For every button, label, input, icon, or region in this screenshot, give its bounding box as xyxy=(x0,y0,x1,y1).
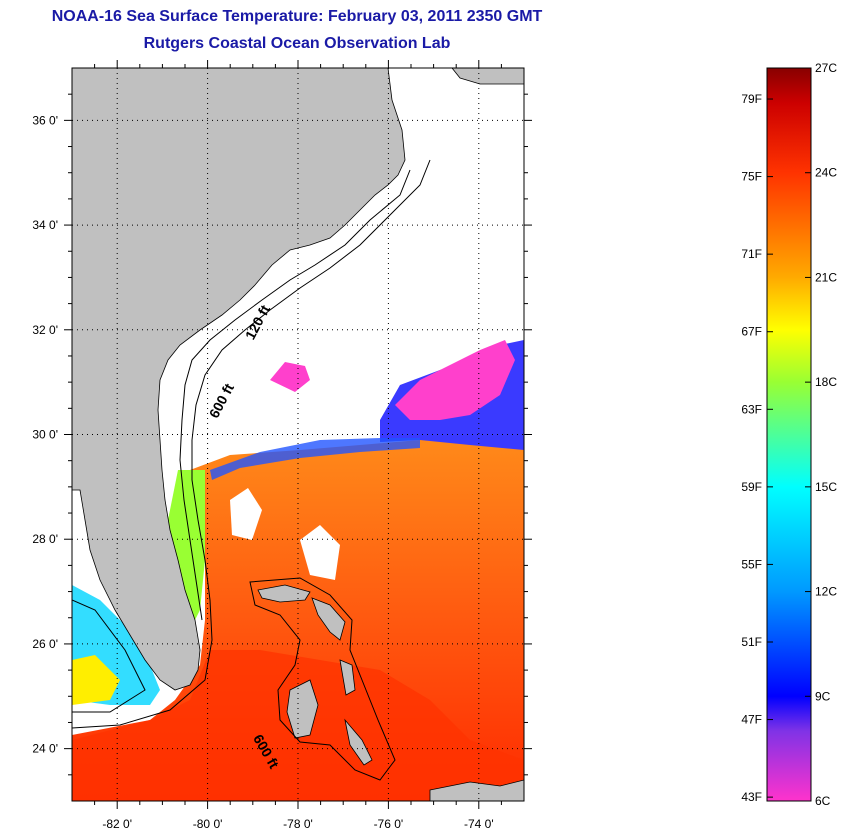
lon-label: -78 0' xyxy=(283,817,313,831)
sst-magenta-patch-2 xyxy=(270,362,310,392)
colorbar-fahrenheit-label: 79F xyxy=(741,92,762,106)
contour-florida-west xyxy=(72,599,146,713)
colorbar-fahrenheit-label: 47F xyxy=(741,713,762,727)
land-cuba-edge xyxy=(429,779,524,801)
land-eleuthera xyxy=(339,659,356,696)
lon-label: -80 0' xyxy=(193,817,223,831)
lon-label: -74 0' xyxy=(464,817,494,831)
map-subtitle: Rutgers Coastal Ocean Observation Lab xyxy=(143,35,451,52)
colorbar-fahrenheit-label: 71F xyxy=(741,247,762,261)
map-title: NOAA-16 Sea Surface Temperature: Februar… xyxy=(51,8,543,25)
colorbar-celsius-label: 6C xyxy=(815,794,831,808)
lon-label: -76 0' xyxy=(374,817,404,831)
sst-cold-patch-magenta xyxy=(395,340,515,420)
lat-label: 28 0' xyxy=(32,532,58,546)
colorbar-celsius-label: 21C xyxy=(815,270,837,284)
colorbar-fahrenheit-label: 59F xyxy=(741,480,762,494)
land-us-coast xyxy=(72,68,406,691)
colorbar-fahrenheit-label: 55F xyxy=(741,557,762,571)
colorbar-celsius-label: 9C xyxy=(815,689,831,703)
sst-cool-streaks xyxy=(210,438,420,480)
colorbar-fahrenheit-label: 67F xyxy=(741,325,762,339)
lat-label: 24 0' xyxy=(32,742,58,756)
lon-label: -82 0' xyxy=(102,817,132,831)
contour-bahamas-bank xyxy=(249,577,396,781)
sst-west-shelf-yellow xyxy=(72,655,120,705)
colorbar-celsius-label: 24C xyxy=(815,166,837,180)
graticule xyxy=(72,68,524,801)
lat-label: 36 0' xyxy=(32,113,58,127)
land-andros xyxy=(286,679,319,739)
longitude-labels: -82 0' -80 0' -78 0' -76 0' -74 0' xyxy=(102,817,493,831)
colorbar-fahrenheit-labels: 79F 75F 71F 67F 63F 59F 55F 51F 47F 43F xyxy=(741,92,762,804)
lat-label: 30 0' xyxy=(32,428,58,442)
contour-120ft xyxy=(179,169,411,621)
colorbar-fahrenheit-label: 63F xyxy=(741,402,762,416)
colorbar-celsius-label: 18C xyxy=(815,375,837,389)
lat-label: 26 0' xyxy=(32,637,58,651)
lat-label: 34 0' xyxy=(32,218,58,232)
cloud-hole-2 xyxy=(230,488,262,540)
colorbar-celsius-label: 27C xyxy=(815,61,837,75)
colorbar-celsius-label: 15C xyxy=(815,480,837,494)
colorbar-ticks xyxy=(767,67,811,802)
cloud-hole-1 xyxy=(300,525,340,580)
colorbar-celsius-label: 12C xyxy=(815,585,837,599)
lat-label: 32 0' xyxy=(32,323,58,337)
land-exuma xyxy=(344,718,373,766)
latitude-labels: 36 0' 34 0' 32 0' 30 0' 28 0' 26 0' 24 0' xyxy=(32,113,58,755)
colorbar-fahrenheit-label: 51F xyxy=(741,635,762,649)
land-grand-bahama xyxy=(257,584,311,603)
colorbar xyxy=(766,67,812,802)
colorbar-celsius-labels: 27C 24C 21C 18C 15C 12C 9C 6C xyxy=(815,61,837,808)
colorbar-fahrenheit-label: 43F xyxy=(741,790,762,804)
land-northeast-tip xyxy=(451,68,524,85)
contour-600ft xyxy=(72,159,431,729)
axis-ticks xyxy=(64,60,532,809)
colorbar-fahrenheit-label: 75F xyxy=(741,170,762,184)
land-great-abaco xyxy=(311,597,346,641)
